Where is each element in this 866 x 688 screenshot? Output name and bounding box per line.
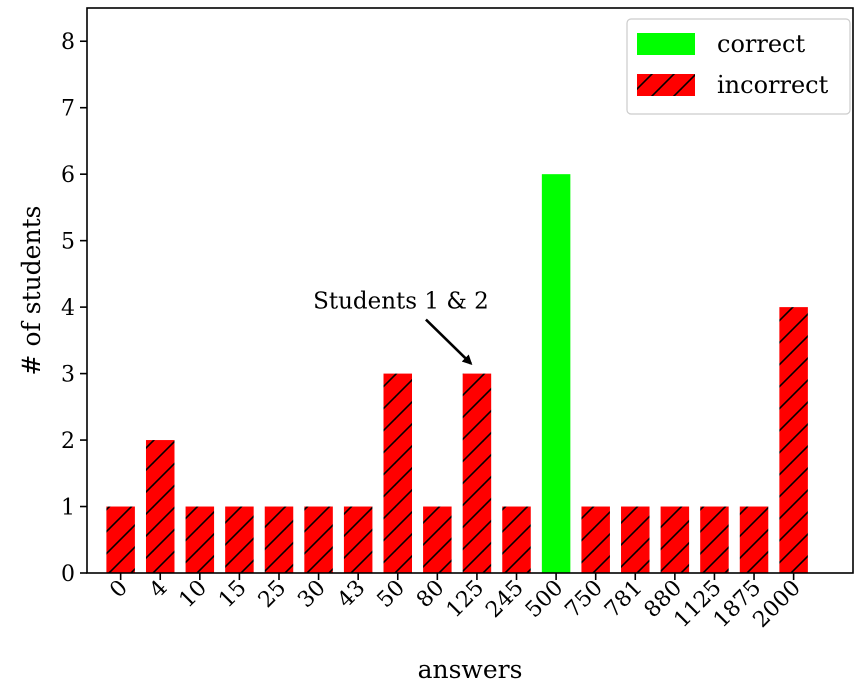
bar-1875 <box>739 506 769 573</box>
bar-4 <box>145 440 175 573</box>
bar-2000 <box>779 307 808 573</box>
x-tick-label: 245 <box>481 576 528 623</box>
annotation-arrow <box>425 318 473 365</box>
legend-label-correct: correct <box>717 30 805 58</box>
x-tick-label: 50 <box>373 576 410 613</box>
legend: correct incorrect <box>626 18 851 115</box>
legend-label-incorrect: incorrect <box>717 71 829 99</box>
x-axis-label: answers <box>418 655 523 684</box>
x-tick-label: 125 <box>442 576 489 623</box>
bar-25 <box>264 506 294 573</box>
y-tick-label: 3 <box>61 363 75 388</box>
bar-750 <box>581 506 610 573</box>
x-tick-label: 30 <box>293 576 330 613</box>
bar-10 <box>185 506 215 573</box>
x-tick-label: 500 <box>521 576 568 623</box>
x-tick-label: 4 <box>145 576 173 604</box>
legend-swatch-correct <box>637 33 695 55</box>
y-tick-label: 4 <box>61 296 75 321</box>
bar-15 <box>225 506 254 573</box>
x-tick-label: 25 <box>254 576 291 613</box>
x-tick-label: 43 <box>333 576 370 613</box>
x-tick-label: 750 <box>561 576 608 623</box>
bar-30 <box>304 506 333 573</box>
legend-swatch-incorrect <box>637 74 695 96</box>
bar-1125 <box>700 506 729 573</box>
annotation-text: Students 1 & 2 <box>313 289 489 315</box>
y-axis-ticks: 0 1 2 3 4 5 6 7 8 <box>61 30 87 587</box>
y-tick-label: 2 <box>61 429 75 454</box>
bar-880 <box>660 506 690 573</box>
bars-layer <box>106 174 808 574</box>
x-tick-label: 15 <box>214 576 251 613</box>
bar-0 <box>106 506 135 573</box>
bar-50 <box>383 373 413 573</box>
x-axis-ticks: 0 4 10 15 25 30 43 50 80125245500750781880112518… <box>105 573 806 633</box>
x-tick-label: 781 <box>600 576 647 623</box>
y-tick-label: 6 <box>61 163 75 188</box>
bar-80 <box>423 506 452 573</box>
y-tick-label: 7 <box>61 97 75 122</box>
bar-781 <box>621 506 650 573</box>
bar-245 <box>502 506 531 573</box>
annotation: Students 1 & 2 <box>313 289 489 365</box>
x-tick-label: 0 <box>105 576 133 604</box>
plot-frame <box>86 7 854 574</box>
bar-43 <box>343 506 373 573</box>
y-tick-label: 1 <box>61 496 75 521</box>
y-axis-label: # of students <box>17 206 46 376</box>
y-tick-label: 8 <box>61 30 75 55</box>
bar-500 <box>541 174 571 574</box>
y-tick-label: 5 <box>61 230 75 255</box>
bar-125 <box>462 373 492 573</box>
y-tick-label: 0 <box>61 562 75 587</box>
x-tick-label: 10 <box>175 576 212 613</box>
